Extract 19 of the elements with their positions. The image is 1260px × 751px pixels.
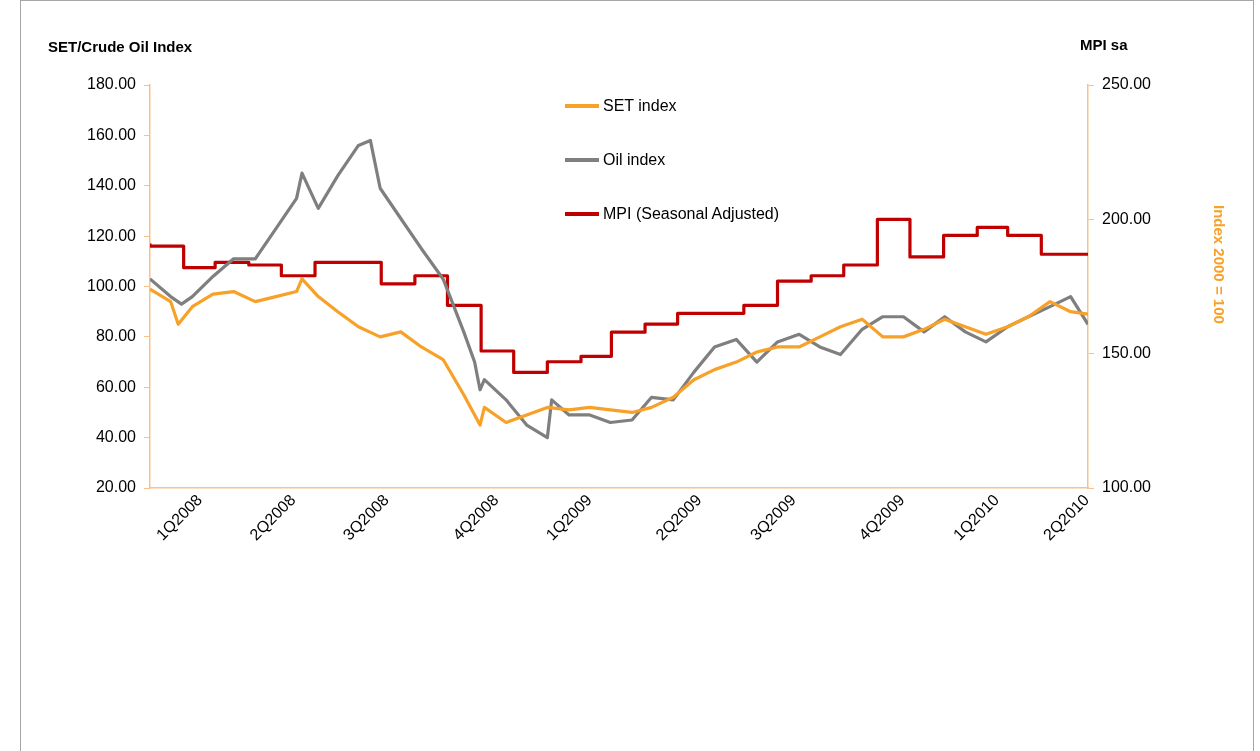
legend-label: Oil index [603,151,666,169]
y2-axis-title: MPI sa [1080,36,1128,53]
y-tick-label: 60.00 [95,377,137,395]
legend-label: MPI (Seasonal Adjusted) [603,205,780,223]
y-tick-label: 140.00 [87,176,137,194]
y2-tick-label: 200.00 [1102,209,1152,227]
y-tick-label: 20.00 [95,478,137,496]
legend-label: SET index [603,97,677,115]
y-tick-label: 120.00 [87,226,137,244]
y-axis-title: SET/Crude Oil Index [48,38,193,55]
y2-tick-label: 150.00 [1102,344,1152,362]
y-tick-label: 160.00 [87,125,137,143]
y2-tick-label: 250.00 [1102,75,1152,93]
y-tick-label: 80.00 [95,327,137,345]
y-tick-label: 40.00 [95,428,137,446]
y-tick-label: 100.00 [87,276,137,294]
y2-tick-label: 100.00 [1102,478,1152,496]
text: Index 2000 = 100 [1211,205,1228,324]
y-tick-label: 180.00 [87,75,137,93]
